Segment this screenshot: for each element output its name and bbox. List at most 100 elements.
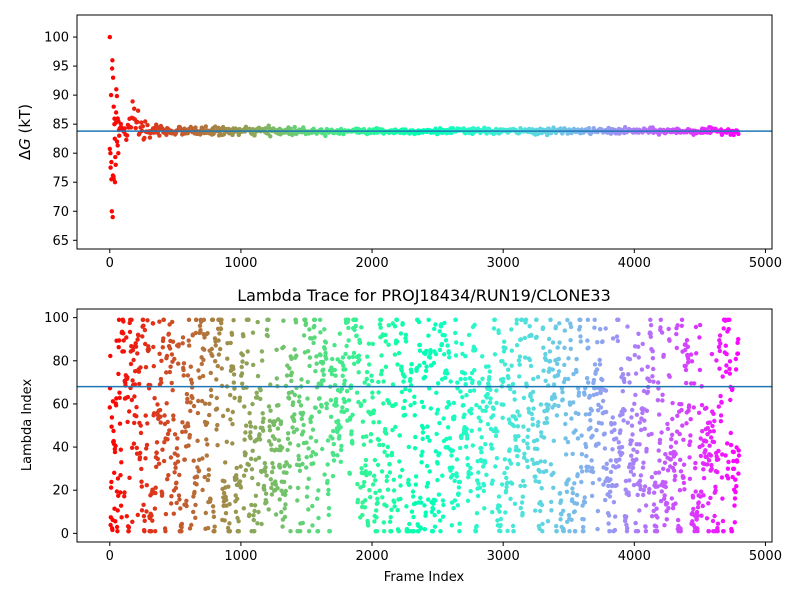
lambda-point — [686, 403, 692, 408]
lambda-point — [230, 441, 235, 446]
lambda-point — [205, 525, 211, 531]
lambda-point — [173, 465, 178, 470]
lambda-point — [206, 473, 211, 478]
lambda-point — [337, 331, 342, 336]
lambda-point — [125, 394, 131, 400]
lambda-point — [716, 404, 721, 409]
lambda-point — [296, 443, 301, 448]
lambda-point — [608, 489, 613, 494]
lambda-point — [295, 498, 300, 503]
lambda-point — [196, 398, 201, 404]
lambda-point — [266, 404, 272, 409]
lambda-point — [378, 317, 384, 322]
lambda-point — [566, 477, 571, 482]
lambda-point — [541, 345, 546, 350]
lambda-point — [145, 421, 150, 426]
lambda-point — [270, 461, 275, 466]
lambda-point — [705, 462, 710, 467]
lambda-point — [134, 445, 139, 451]
lambda-point — [312, 323, 317, 329]
lambda-point — [331, 441, 336, 447]
lambda-point — [119, 515, 124, 520]
lambda-point — [705, 425, 710, 431]
lambda-point — [539, 430, 544, 435]
lambda-point — [228, 392, 233, 398]
lambda-point — [188, 364, 193, 369]
lambda-point — [172, 356, 177, 362]
lambda-point — [597, 357, 602, 363]
lambda-point — [659, 489, 664, 494]
lambda-point — [457, 529, 462, 534]
bottom-y-tick-label: 20 — [52, 484, 69, 499]
lambda-point — [476, 415, 481, 420]
lambda-point — [208, 370, 213, 376]
lambda-point — [726, 476, 731, 481]
lambda-point — [513, 437, 518, 442]
lambda-point — [612, 421, 617, 426]
lambda-point — [718, 393, 723, 399]
lambda-point — [246, 317, 251, 322]
delta-g-point — [128, 125, 134, 130]
lambda-point — [237, 479, 243, 484]
lambda-point — [704, 516, 710, 521]
bottom-y-tick-label: 80 — [52, 354, 69, 369]
lambda-point — [162, 440, 167, 445]
lambda-point — [644, 408, 650, 413]
lambda-point — [589, 458, 594, 463]
lambda-point — [485, 422, 491, 427]
lambda-point — [469, 406, 474, 412]
lambda-point — [602, 446, 608, 451]
lambda-point — [292, 418, 297, 424]
lambda-point — [373, 490, 378, 495]
lambda-point — [584, 468, 589, 473]
lambda-point — [323, 340, 329, 345]
lambda-point — [530, 457, 535, 462]
lambda-point — [319, 404, 324, 409]
lambda-point — [542, 459, 548, 464]
top-y-tick-label: 95 — [52, 60, 69, 75]
lambda-point — [623, 487, 628, 492]
lambda-point — [164, 353, 170, 359]
lambda-point — [289, 390, 295, 395]
lambda-point — [483, 442, 488, 447]
lambda-point — [201, 357, 206, 363]
lambda-point — [623, 478, 629, 484]
lambda-point — [669, 432, 675, 437]
lambda-point — [143, 341, 148, 347]
lambda-point — [553, 324, 559, 329]
lambda-point — [547, 358, 553, 364]
lambda-point — [137, 381, 142, 387]
lambda-point — [163, 511, 169, 517]
lambda-point — [284, 461, 289, 466]
lambda-point — [520, 494, 525, 499]
lambda-point — [260, 411, 265, 416]
lambda-point — [264, 500, 269, 505]
lambda-point — [121, 331, 126, 336]
lambda-point — [326, 506, 332, 511]
bottom-y-tick-label: 0 — [61, 527, 69, 542]
lambda-point — [238, 485, 244, 490]
lambda-point — [536, 479, 542, 485]
x-axis-top: 0 1000 2000 3000 4000 5000 — [106, 249, 782, 271]
lambda-point — [433, 322, 438, 327]
lambda-point — [304, 494, 310, 499]
delta-g-point — [109, 159, 114, 165]
lambda-point — [116, 493, 121, 498]
lambda-point — [143, 365, 149, 370]
lambda-point — [711, 439, 717, 445]
lambda-point — [635, 492, 640, 498]
lambda-point — [727, 366, 732, 372]
lambda-point — [511, 529, 516, 534]
lambda-point — [321, 367, 326, 372]
lambda-point — [182, 457, 187, 462]
lambda-point — [219, 383, 225, 389]
lambda-point — [108, 485, 114, 490]
lambda-point — [139, 479, 144, 484]
lambda-point — [581, 529, 586, 534]
lambda-point — [455, 380, 460, 385]
lambda-point — [527, 324, 532, 329]
lambda-point — [574, 501, 580, 506]
lambda-point — [412, 413, 417, 418]
lambda-point — [153, 485, 158, 490]
lambda-point — [654, 506, 659, 511]
